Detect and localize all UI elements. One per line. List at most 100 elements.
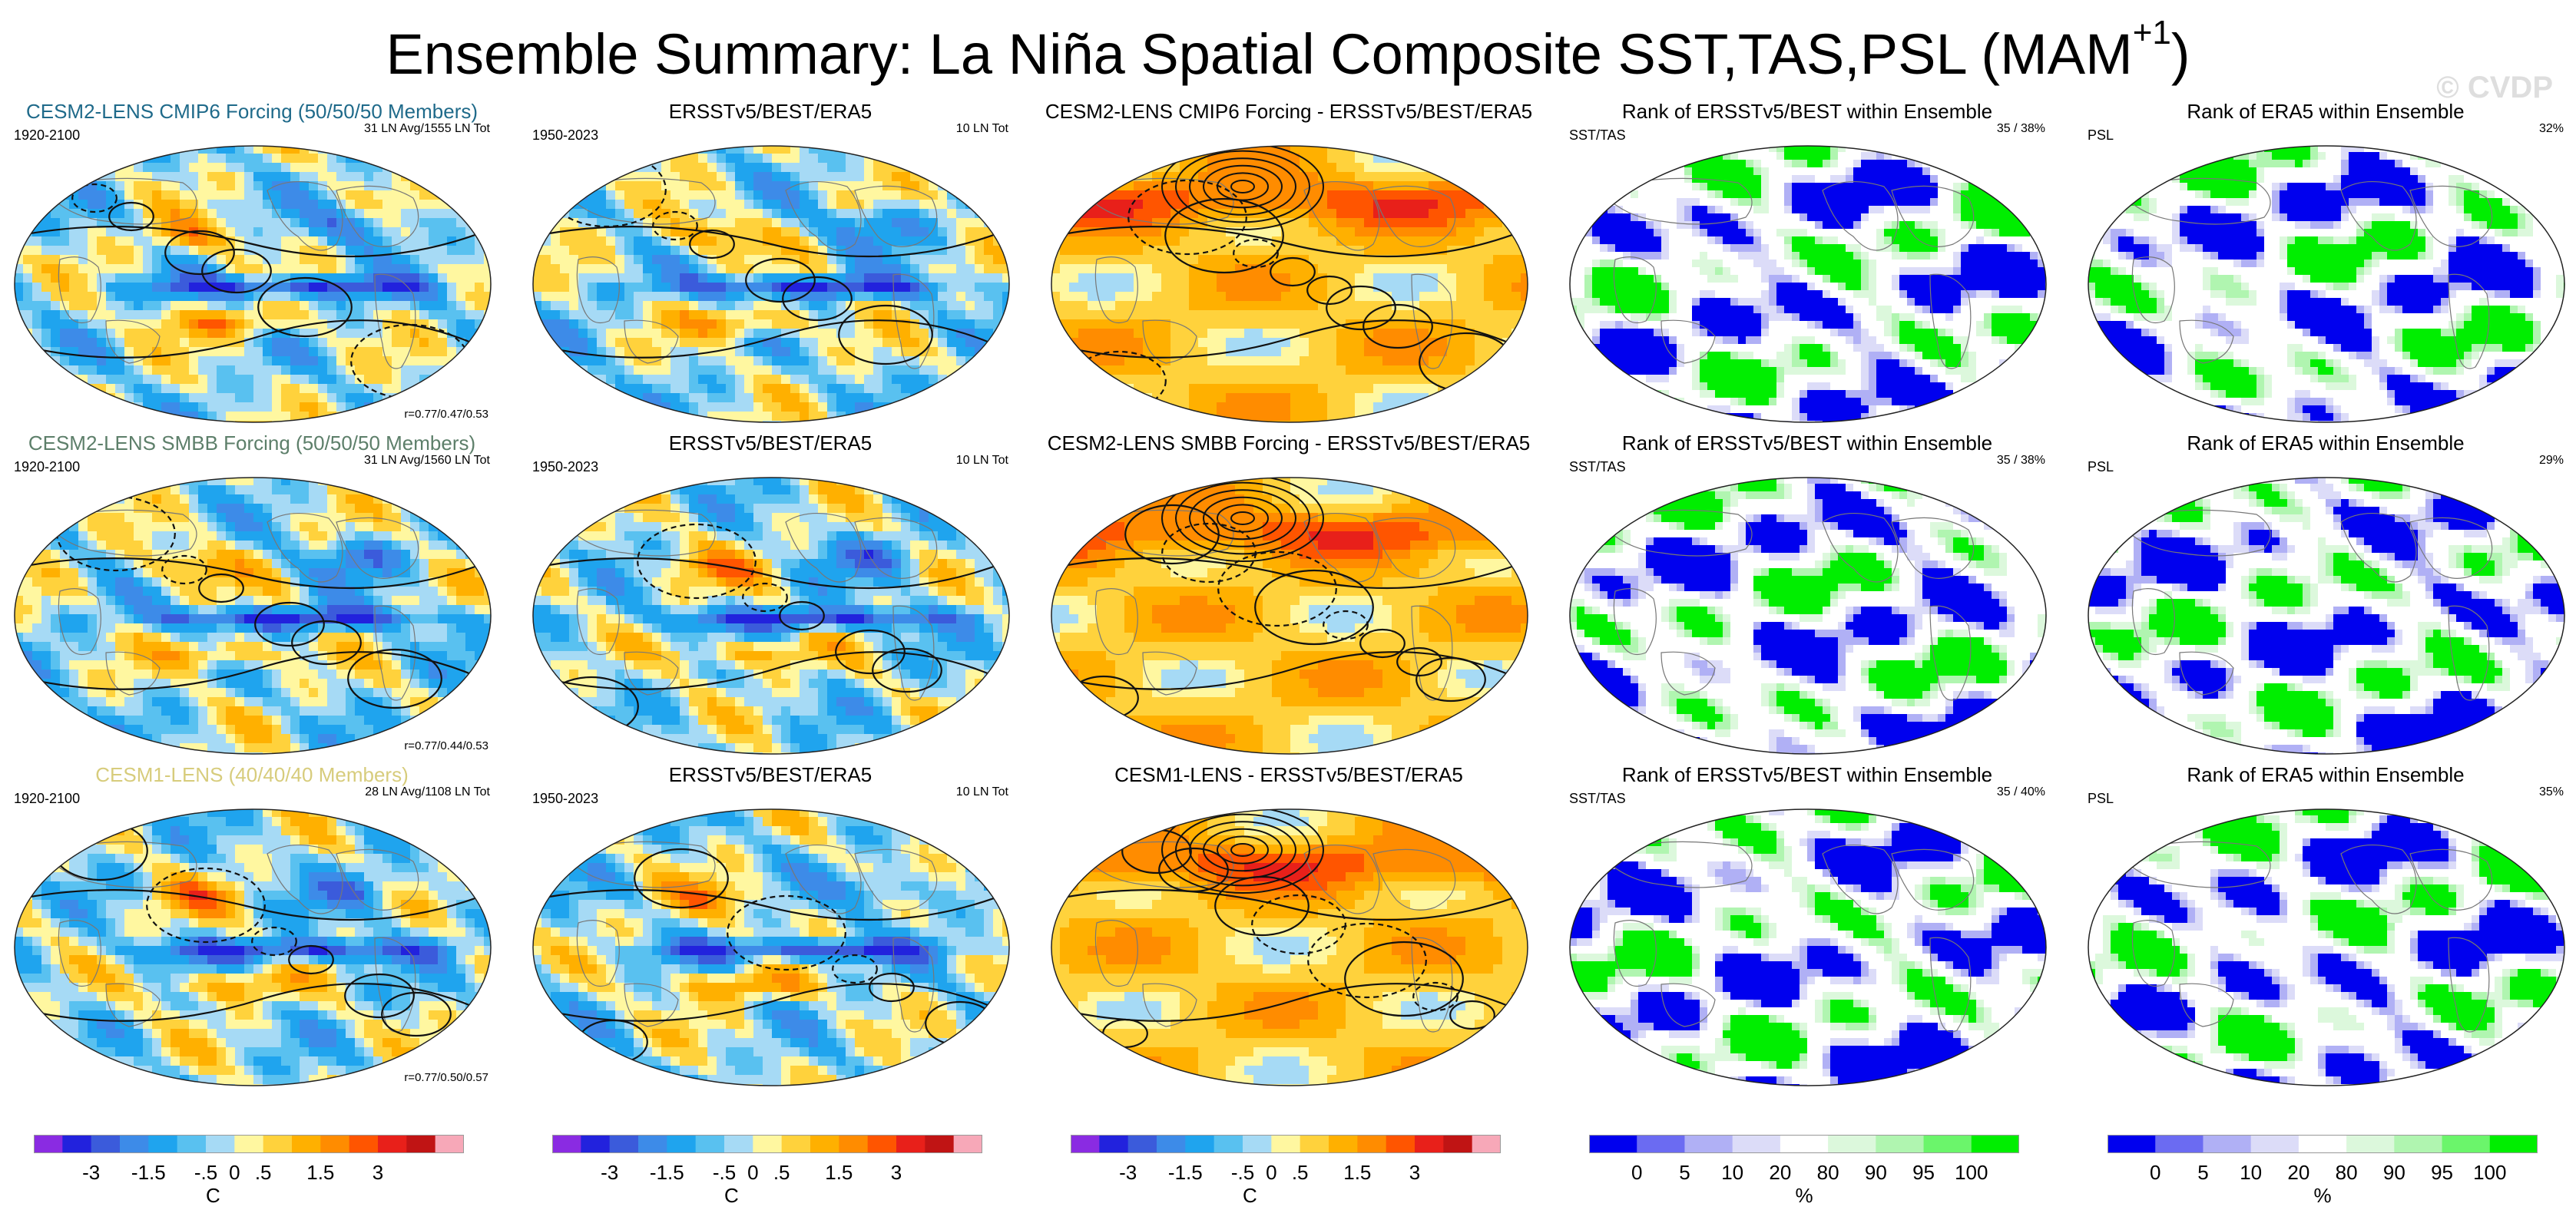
colorbar-tick-label: -3 (82, 1161, 100, 1185)
panel-right-label: 28 LN Avg/1108 LN Tot (365, 785, 490, 799)
colorbar-swatch (724, 1135, 753, 1153)
panel-title: CESM1-LENS (40/40/40 Members) (6, 763, 498, 787)
panel-left-label: SST/TAS (1569, 127, 1626, 144)
colorbar-swatch (263, 1135, 293, 1153)
colorbar-tick-label: 0 (1631, 1161, 1642, 1185)
map-frame (1569, 476, 2047, 755)
colorbar-tick-label: 1.5 (1343, 1161, 1371, 1185)
colorbar-tick-label: 90 (1865, 1161, 1887, 1185)
colorbar-tick-label: 20 (1769, 1161, 1791, 1185)
colorbar-swatch (2346, 1135, 2395, 1153)
colorbar-swatch (2203, 1135, 2252, 1153)
colorbar-swatch (1357, 1135, 1387, 1153)
colorbar-tick-label: 0 (747, 1161, 758, 1185)
colorbar-swatch (638, 1135, 667, 1153)
colorbar-swatch (810, 1135, 839, 1153)
colorbar-tick-label: -3 (601, 1161, 618, 1185)
colorbar-swatch (1971, 1135, 2019, 1153)
colorbar-tick-label: 80 (2336, 1161, 2358, 1185)
colorbar-swatch (206, 1135, 235, 1153)
colorbar-swatches (34, 1135, 464, 1153)
colorbar-swatch (1386, 1135, 1415, 1153)
colorbar-swatch (667, 1135, 697, 1153)
colorbar-unit: C (1243, 1184, 1257, 1208)
map-panel-r1-c1: CESM2-LENS CMIP6 Forcing (50/50/50 Membe… (6, 100, 498, 430)
colorbar-swatch (2442, 1135, 2491, 1153)
map-panel-r1-c4: Rank of ERSSTv5/BEST within Ensemble SST/… (1561, 100, 2053, 430)
map-frame (532, 476, 1010, 755)
colorbar-tick-label: 3 (372, 1161, 383, 1185)
cvdp-watermark: © CVDP (2436, 71, 2553, 105)
colorbar-unit: % (1795, 1184, 1813, 1208)
colorbar-tick-label: 3 (891, 1161, 902, 1185)
page-title: Ensemble Summary: La Niña Spatial Compos… (0, 14, 2576, 87)
colorbar-swatch (1923, 1135, 1972, 1153)
panel-left-label: 1920-2100 (14, 127, 80, 144)
rank-map (1569, 808, 2047, 1086)
panel-title: Rank of ERSSTv5/BEST within Ensemble (1561, 431, 2053, 455)
colorbar-swatch (320, 1135, 350, 1153)
colorbar-tick-label: -.5 (1231, 1161, 1254, 1185)
colorbar-swatch (1732, 1135, 1781, 1153)
composite-map (1051, 477, 1528, 755)
colorbar-tick-label: -.5 (713, 1161, 736, 1185)
composite-map (532, 477, 1010, 755)
composite-map (532, 808, 1010, 1086)
panel-title: CESM2-LENS CMIP6 Forcing - ERSSTv5/BEST/… (1043, 100, 1535, 124)
colorbar-swatch (1127, 1135, 1157, 1153)
map-frame (1051, 476, 1528, 755)
panel-right-label: 31 LN Avg/1555 LN Tot (364, 121, 490, 136)
colorbar-swatch (378, 1135, 407, 1153)
colorbar-swatch (1271, 1135, 1301, 1153)
map-frame (14, 476, 492, 755)
colorbar-tick-label: 95 (2431, 1161, 2453, 1185)
colorbar-swatch (2250, 1135, 2300, 1153)
rank-map (2088, 145, 2565, 423)
map-frame (14, 808, 492, 1087)
colorbar-swatch (2155, 1135, 2204, 1153)
colorbar-tick-label: 0 (229, 1161, 240, 1185)
colorbar-swatch (1300, 1135, 1329, 1153)
colorbar-tick-label: -1.5 (1168, 1161, 1203, 1185)
rank-map (2088, 808, 2565, 1086)
map-panel-r2-c3: CESM2-LENS SMBB Forcing - ERSSTv5/BEST/E… (1043, 431, 1535, 762)
colorbar-tick-label: .5 (255, 1161, 272, 1185)
colorbar-unit: C (206, 1184, 220, 1208)
map-panel-r1-c5: Rank of ERA5 within Ensemble PSL 32% (2080, 100, 2571, 430)
panel-left-label: SST/TAS (1569, 459, 1626, 475)
panel-left-label: PSL (2088, 459, 2114, 475)
map-frame (2088, 808, 2565, 1087)
colorbar-swatch (2298, 1135, 2347, 1153)
colorbar-swatch (2489, 1135, 2538, 1153)
map-panel-r2-c2: ERSSTv5/BEST/ERA5 1950-2023 10 LN Tot (525, 431, 1016, 762)
rank-colorbar: 0 5 10 20 80 90 95 100% (2107, 1135, 2553, 1212)
panel-corr-label: r=0.77/0.50/0.57 (404, 1071, 488, 1084)
panel-left-label: 1950-2023 (532, 127, 598, 144)
colorbar-swatch (1876, 1135, 1925, 1153)
panel-title: Rank of ERA5 within Ensemble (2080, 100, 2571, 124)
panel-left-label: PSL (2088, 127, 2114, 144)
colorbar-tick-label: 0 (1266, 1161, 1276, 1185)
colorbar-tick-label: 10 (1721, 1161, 1743, 1185)
colorbar-swatch (1637, 1135, 1685, 1153)
colorbar-swatch (581, 1135, 611, 1153)
panel-title: Rank of ERSSTv5/BEST within Ensemble (1561, 100, 2053, 124)
colorbar-tick-label: 3 (1409, 1161, 1420, 1185)
composite-map (532, 145, 1010, 423)
colorbar-swatch (148, 1135, 178, 1153)
map-frame (1569, 144, 2047, 424)
map-panel-r2-c4: Rank of ERSSTv5/BEST within Ensemble SST/… (1561, 431, 2053, 762)
panel-right-label: 31 LN Avg/1560 LN Tot (364, 453, 490, 468)
panel-right-label: 10 LN Tot (956, 121, 1008, 136)
rank-map (1569, 477, 2047, 755)
map-frame (2088, 144, 2565, 424)
map-frame (1569, 808, 2047, 1087)
colorbar-swatch (2107, 1135, 2156, 1153)
map-frame (2088, 476, 2565, 755)
colorbar-tick-label: 100 (1955, 1161, 1988, 1185)
map-panel-r3-c2: ERSSTv5/BEST/ERA5 1950-2023 10 LN Tot (525, 763, 1016, 1093)
temperature-colorbar: -3 -1.5 -.5 0 .5 1.5 3 C (552, 1135, 998, 1212)
colorbar-tick-label: 95 (1912, 1161, 1935, 1185)
colorbar-swatch (925, 1135, 955, 1153)
colorbar-swatches (1589, 1135, 2019, 1153)
